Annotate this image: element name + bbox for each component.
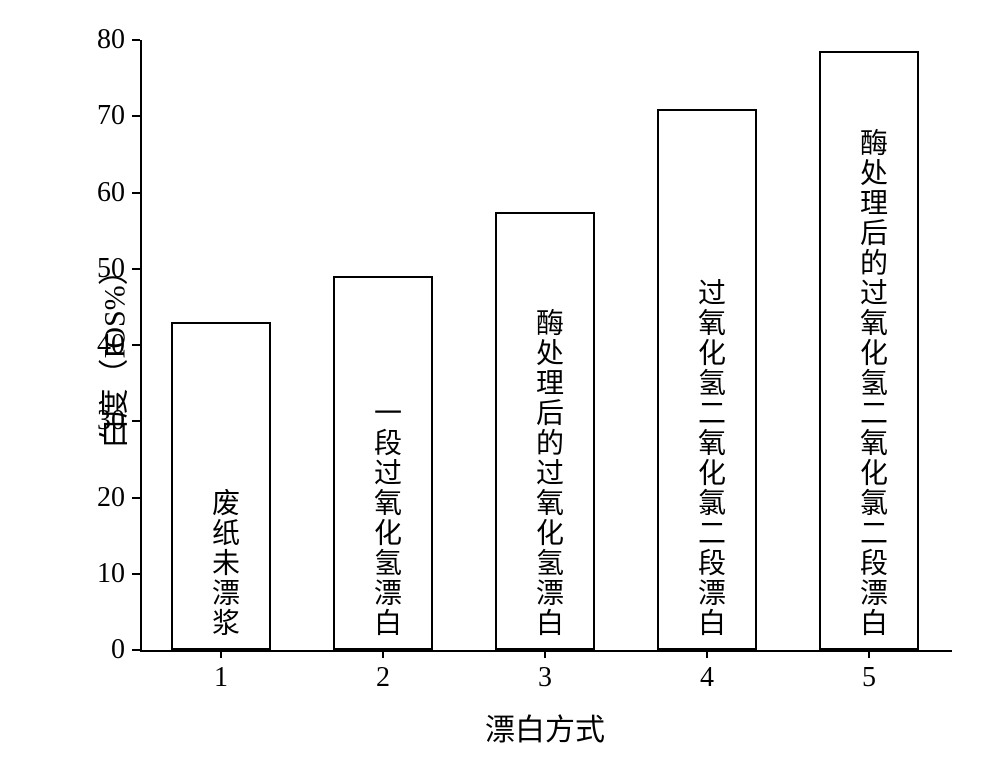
y-tick-label: 40 — [80, 329, 125, 361]
x-tick — [868, 650, 870, 658]
y-tick — [132, 420, 140, 422]
x-tick-label: 5 — [849, 662, 889, 694]
y-tick-label: 0 — [80, 634, 125, 666]
bar-label: 酶处理后的过氧化氢二氧化氯二段漂白 — [851, 59, 891, 638]
chart-container: 白度（IOS%） 漂白方式 01020304050607080 12345 废纸… — [0, 0, 1000, 762]
bar-label: 废纸未漂浆 — [203, 330, 243, 638]
x-tick — [220, 650, 222, 658]
y-tick-label: 70 — [80, 100, 125, 132]
y-tick — [132, 649, 140, 651]
bar-label: 一段过氧化氢漂白 — [365, 284, 405, 638]
y-tick — [132, 497, 140, 499]
bar-label: 过氧化氢二氧化氯二段漂白 — [689, 117, 729, 638]
x-tick — [706, 650, 708, 658]
bar-label: 酶处理后的过氧化氢漂白 — [527, 220, 567, 638]
y-tick-label: 10 — [80, 558, 125, 590]
x-axis-label: 漂白方式 — [485, 705, 605, 749]
y-tick — [132, 115, 140, 117]
y-tick-label: 20 — [80, 482, 125, 514]
y-tick — [132, 268, 140, 270]
x-tick — [544, 650, 546, 658]
y-tick — [132, 344, 140, 346]
y-tick-label: 30 — [80, 405, 125, 437]
y-tick-label: 80 — [80, 24, 125, 56]
y-tick-label: 60 — [80, 177, 125, 209]
y-tick — [132, 39, 140, 41]
x-tick-label: 2 — [363, 662, 403, 694]
x-tick-label: 1 — [201, 662, 241, 694]
y-tick — [132, 192, 140, 194]
x-tick — [382, 650, 384, 658]
x-tick-label: 3 — [525, 662, 565, 694]
y-tick — [132, 573, 140, 575]
y-tick-label: 50 — [80, 253, 125, 285]
x-tick-label: 4 — [687, 662, 727, 694]
